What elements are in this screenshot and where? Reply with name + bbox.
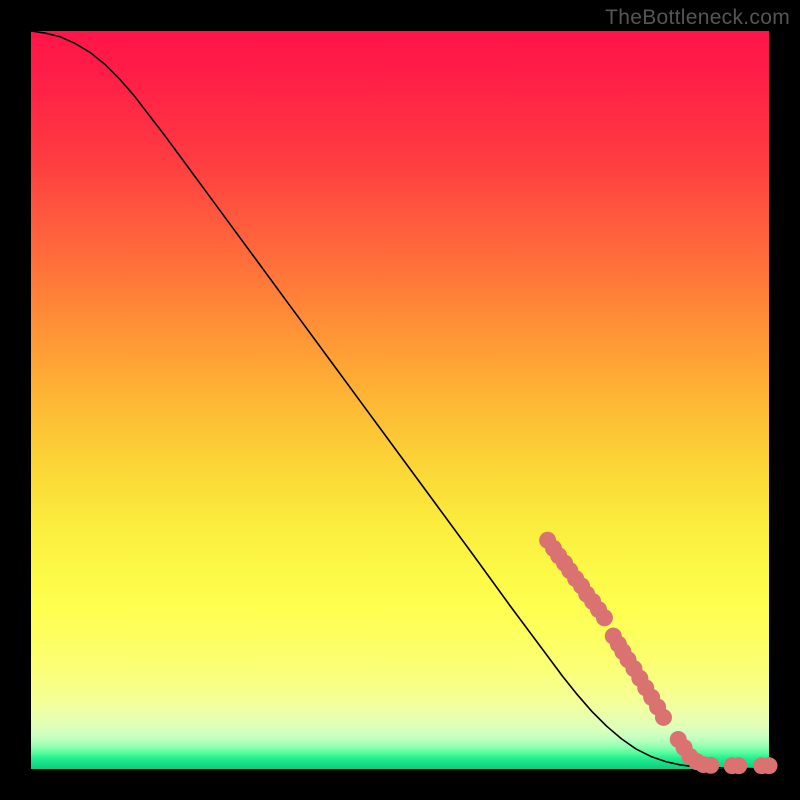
data-marker [655, 709, 672, 726]
canvas-root: TheBottleneck.com [0, 0, 800, 800]
data-marker [702, 757, 719, 774]
data-marker [761, 757, 778, 774]
gradient-chart [0, 0, 800, 800]
plot-background [31, 31, 769, 769]
data-marker [730, 757, 747, 774]
data-marker [596, 609, 613, 626]
